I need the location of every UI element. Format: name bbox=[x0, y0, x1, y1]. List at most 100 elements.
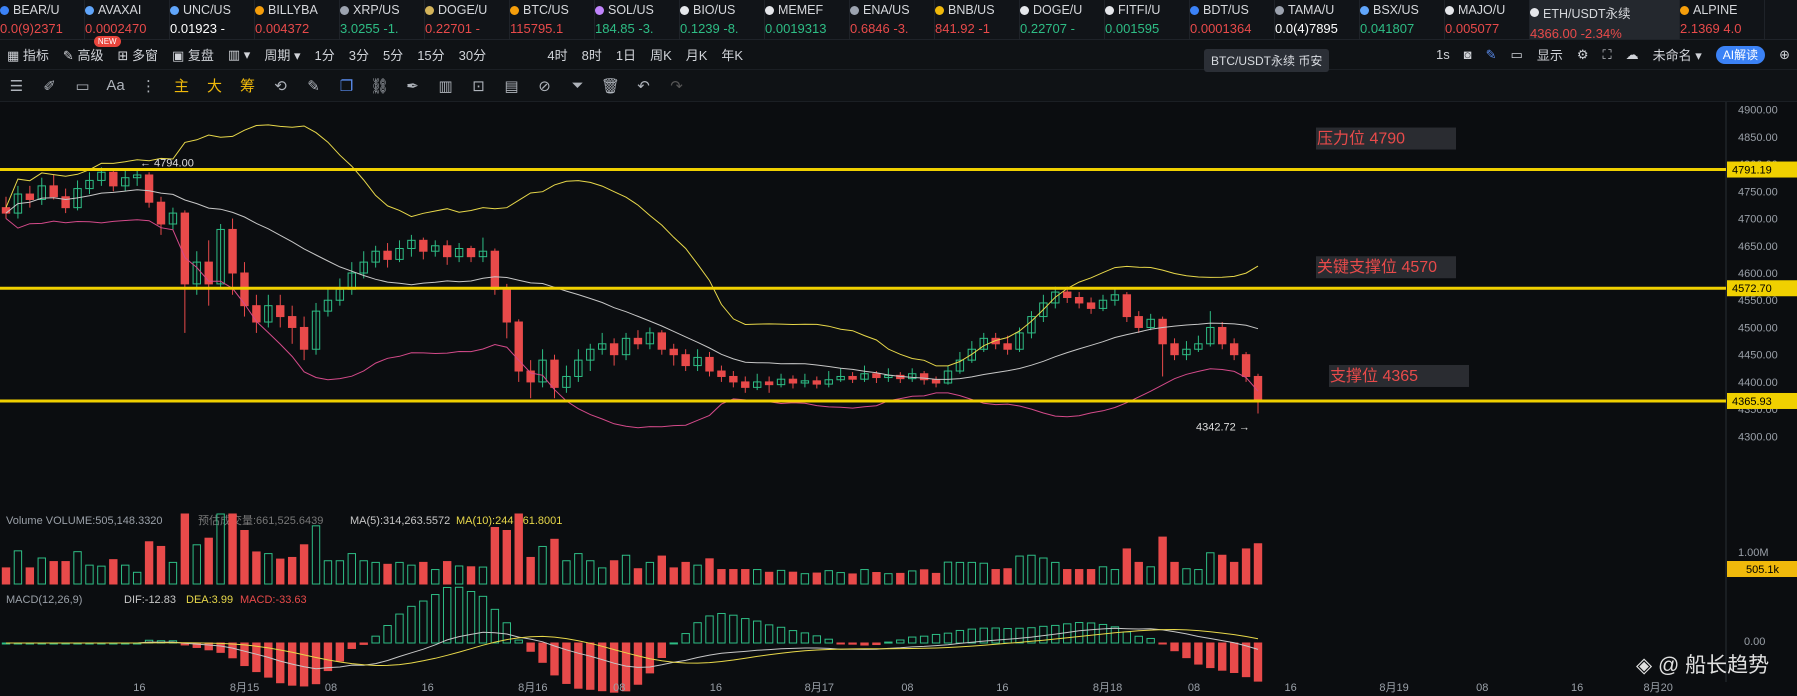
period-11[interactable]: 年K bbox=[721, 48, 744, 63]
note-icon[interactable]: ▤ bbox=[504, 77, 519, 95]
ticker-item[interactable]: BTC/US 115795.1 bbox=[510, 0, 595, 39]
ticker-item[interactable]: BNB/US 841.92 -1 bbox=[935, 0, 1020, 39]
ticker-item[interactable]: ENA/US 0.6846 -3. bbox=[850, 0, 935, 39]
volume-bar bbox=[1158, 536, 1167, 585]
dea-label: DEA:3.99 bbox=[186, 594, 233, 606]
volume-bar bbox=[609, 560, 619, 585]
price-chart[interactable]: 4900.004850.004800.004750.004700.004650.… bbox=[0, 102, 1797, 696]
draw-icon[interactable]: ✎ bbox=[1485, 46, 1497, 62]
undo-icon[interactable]: ↶ bbox=[637, 77, 650, 95]
advanced-button[interactable]: ✎ 高级 NEW bbox=[56, 36, 121, 64]
ticker-item[interactable]: BSX/US 0.041807 bbox=[1360, 0, 1445, 39]
ticker-item[interactable]: ALPINE 2.1369 4.0 bbox=[1680, 0, 1765, 39]
period-8[interactable]: 1日 bbox=[615, 48, 637, 63]
bars-icon[interactable]: ▥ bbox=[438, 77, 453, 95]
layout-icon[interactable]: ▭ bbox=[1510, 46, 1523, 62]
ruler-icon[interactable]: ✐ bbox=[43, 77, 56, 95]
candle-body bbox=[383, 250, 392, 260]
macd-bar bbox=[1074, 622, 1084, 644]
tool-chips[interactable]: 筹 bbox=[239, 78, 255, 95]
ticker-item[interactable]: AVAXAI 0.0002470 bbox=[85, 0, 170, 39]
macd-bar bbox=[347, 642, 356, 649]
period-9[interactable]: 周K bbox=[650, 48, 672, 63]
ticker-item[interactable]: UNC/US 0.01923 - bbox=[170, 0, 255, 39]
camera-icon[interactable]: ◙ bbox=[1463, 47, 1472, 62]
candle-body bbox=[1158, 318, 1167, 345]
brush-icon[interactable]: ✒ bbox=[406, 77, 419, 95]
cloud-icon[interactable]: ☁ bbox=[1625, 46, 1639, 62]
period-select[interactable]: 周期 ▾ bbox=[264, 48, 301, 63]
dots-icon[interactable]: ⋮ bbox=[141, 77, 156, 95]
ticker-item[interactable]: MEMEF 0.0019313 bbox=[765, 0, 850, 39]
trash-icon[interactable]: 🗑 bbox=[600, 77, 621, 95]
volume-bar bbox=[872, 572, 881, 585]
candle-type-button[interactable]: ▥ ▾ bbox=[221, 47, 257, 63]
period-7[interactable]: 8时 bbox=[581, 48, 602, 63]
filter-icon[interactable]: ⏷ bbox=[571, 77, 584, 94]
level-tag: 4365.93 bbox=[1732, 396, 1772, 408]
ticker-item[interactable]: XRP/US 3.0255 -1. bbox=[340, 0, 425, 39]
period-0[interactable]: 1分 bbox=[314, 48, 335, 63]
edit-icon[interactable]: ✎ bbox=[307, 77, 320, 95]
period-3[interactable]: 15分 bbox=[417, 48, 445, 63]
volume-bar bbox=[908, 570, 917, 585]
tool-big[interactable]: 大 bbox=[206, 78, 222, 95]
copy-icon[interactable]: ❐ bbox=[339, 77, 354, 95]
settings-icon[interactable]: ⚙ bbox=[1576, 46, 1589, 62]
candle-body bbox=[931, 379, 941, 384]
volume-bar bbox=[705, 558, 714, 585]
volume-bar bbox=[156, 545, 166, 585]
style-icon[interactable]: ⊘ bbox=[538, 77, 551, 95]
period-2[interactable]: 5分 bbox=[382, 48, 404, 63]
ticker-item[interactable]: ETH/USDT永续 4366.00 -2.34% bbox=[1530, 0, 1680, 39]
volume-bar bbox=[1241, 548, 1251, 585]
ticker-name: DOGE/U bbox=[1033, 3, 1083, 17]
ai-button[interactable]: AI解读 bbox=[1709, 46, 1772, 64]
ticker-item[interactable]: DOGE/U 0.22701 - bbox=[425, 0, 510, 39]
link-icon[interactable]: ⛓ bbox=[369, 77, 390, 95]
text-icon[interactable]: Aa bbox=[106, 77, 125, 94]
ticker-item[interactable]: TAMA/U 0.0(4)7895 bbox=[1275, 0, 1360, 39]
multi-window-button[interactable]: ⊞ 多窗 bbox=[117, 48, 158, 63]
unnamed-layout-button[interactable]: 未命名 ▾ bbox=[1652, 48, 1702, 63]
period-4[interactable]: 30分 bbox=[458, 48, 487, 63]
macd-bar bbox=[228, 642, 237, 659]
y-tick: 4450.00 bbox=[1738, 350, 1778, 362]
period-6[interactable]: 4时 bbox=[547, 48, 568, 63]
ticker-item[interactable]: MAJO/U 0.005077 bbox=[1445, 0, 1530, 39]
fullscreen-icon[interactable]: ⛶ bbox=[1602, 46, 1612, 62]
interval-button[interactable]: 1s bbox=[1436, 47, 1450, 62]
macd-bar bbox=[1218, 642, 1227, 671]
volume-bar bbox=[252, 551, 261, 585]
ticker-price: 0.0(9)2371 bbox=[0, 21, 63, 36]
macd-tick: 0.00 bbox=[1744, 636, 1765, 648]
ticker-item[interactable]: BDT/US 0.0001364 bbox=[1190, 0, 1275, 39]
tool-main[interactable]: 主 bbox=[173, 78, 189, 95]
zoom-icon[interactable]: ⊕ bbox=[1779, 46, 1790, 62]
replay-button[interactable]: ▣ 复盘 bbox=[171, 48, 214, 63]
volume-bar bbox=[109, 559, 118, 585]
ticker-name: ALPINE bbox=[1693, 3, 1738, 17]
redo-icon[interactable]: ↷ bbox=[670, 77, 683, 95]
ticker-item[interactable]: SOL/US 184.85 -3. bbox=[595, 0, 680, 39]
candle-icon: ▥ ▾ bbox=[227, 46, 251, 62]
menu-icon[interactable]: ☰ bbox=[9, 77, 24, 95]
lock-icon[interactable]: ⊡ bbox=[472, 77, 485, 95]
macd-bar bbox=[502, 622, 511, 644]
ticker-price: 0.22701 - bbox=[425, 21, 480, 36]
candle-body bbox=[1229, 343, 1239, 356]
volume-bar bbox=[919, 569, 929, 585]
period-10[interactable]: 月K bbox=[685, 48, 708, 63]
indicators-button[interactable]: ▦ 指标 bbox=[7, 48, 49, 63]
macd-bar bbox=[824, 638, 833, 644]
sync-icon[interactable]: ⟲ bbox=[274, 77, 287, 95]
volume-bar bbox=[180, 513, 190, 585]
ticker-item[interactable]: FITFI/U 0.001595 bbox=[1105, 0, 1190, 39]
ticker-item[interactable]: DOGE/U 0.22707 - bbox=[1020, 0, 1105, 39]
display-button[interactable]: 显示 bbox=[1536, 48, 1563, 63]
period-1[interactable]: 3分 bbox=[348, 48, 369, 63]
ticker-item[interactable]: BILLYBA 0.004372 bbox=[255, 0, 340, 39]
ticker-item[interactable]: BEAR/U 0.0(9)2371 bbox=[0, 0, 85, 39]
rectangle-icon[interactable]: ▭ bbox=[75, 77, 90, 95]
ticker-item[interactable]: BIO/US 0.1239 -8. bbox=[680, 0, 765, 39]
